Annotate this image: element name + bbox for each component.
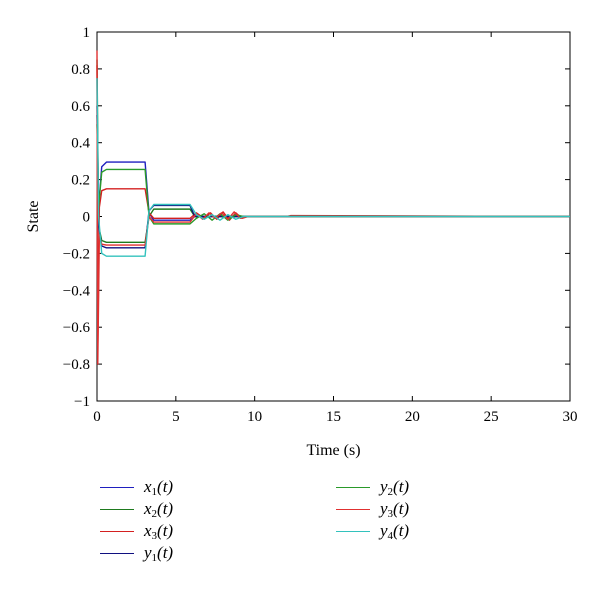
legend-item-y2: y2(t): [336, 476, 409, 498]
y-tick-label: −0.8: [63, 357, 90, 373]
legend-label: y1(t): [144, 542, 174, 564]
series-line-y4t: [96, 78, 570, 257]
y-axis-label: State: [25, 201, 42, 233]
legend-label: y3(t): [380, 498, 410, 520]
y-tick-label: −0.2: [63, 246, 90, 262]
series-line-y1t: [96, 115, 570, 249]
legend-label: y2(t): [380, 476, 410, 498]
legend-item-y1: y1(t): [100, 542, 173, 564]
legend-item-x1: x1(t): [100, 476, 173, 498]
legend-swatch: [100, 486, 134, 488]
y-tick-label: 0.8: [71, 62, 90, 78]
legend-swatch: [336, 486, 370, 488]
x-tick-label: 0: [93, 409, 101, 425]
y-tick-label: −0.4: [63, 283, 91, 299]
x-tick-label: 15: [326, 409, 341, 425]
x-axis-label: Time (s): [306, 442, 360, 459]
x-tick-label: 10: [247, 409, 262, 425]
x-tick-label: 5: [172, 409, 180, 425]
x-tick-label: 30: [563, 409, 578, 425]
y-tick-label: 0: [83, 210, 91, 226]
legend-item-y4: y4(t): [336, 520, 409, 542]
y-tick-label: 0.4: [71, 136, 90, 152]
y-tick-label: 0.6: [71, 99, 90, 115]
legend-label: x2(t): [144, 498, 174, 520]
legend-swatch: [100, 530, 134, 532]
y-tick-label: −1: [74, 394, 90, 410]
series-line-x2t: [96, 59, 570, 244]
legend-item-x3: x3(t): [100, 520, 173, 542]
legend-swatch: [336, 530, 370, 532]
legend-swatch: [336, 508, 370, 510]
legend: x1(t) x2(t) x3(t) y1(t) y2(t) y3(t) y4(t): [100, 476, 520, 576]
legend-label: y4(t): [380, 520, 410, 542]
plot-series: [96, 50, 571, 365]
legend-label: x3(t): [144, 520, 174, 542]
legend-swatch: [100, 508, 134, 510]
axis-ticks: 0 5 10 15 20 25 30 1 0.8 0.6 0.4 0.2 0 −0.2 −0.4 −0.6 −0…: [63, 25, 578, 425]
legend-item-x2: x2(t): [100, 498, 173, 520]
y-tick-label: 0.2: [71, 173, 90, 189]
legend-label: x1(t): [144, 476, 174, 498]
x-tick-label: 25: [484, 409, 499, 425]
x-tick-label: 20: [405, 409, 420, 425]
legend-swatch: [100, 552, 134, 554]
state-trajectory-chart: 0 5 10 15 20 25 30 1 0.8 0.6 0.4 0.2 0 −0.2 −0.4 −0.6 −0…: [25, 25, 578, 459]
y-tick-label: −0.6: [63, 320, 91, 336]
legend-item-y3: y3(t): [336, 498, 409, 520]
y-tick-label: 1: [83, 25, 91, 41]
series-line-x1t: [96, 105, 570, 221]
series-line-y3t: [96, 50, 570, 365]
